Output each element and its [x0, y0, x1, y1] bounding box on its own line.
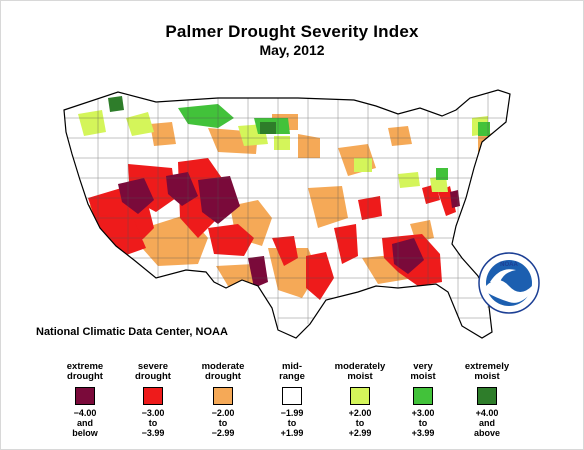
legend-item-moderate-drought: moderate drought −2.00 to −2.99: [183, 361, 263, 439]
legend-swatch: [350, 387, 370, 405]
noaa-logo: NOAA: [478, 252, 540, 314]
legend-swatch: [213, 387, 233, 405]
legend-swatch: [413, 387, 433, 405]
legend-range: −4.00 and below: [72, 408, 98, 438]
data-source-credit: National Climatic Data Center, NOAA: [36, 326, 228, 338]
legend-label: moderately moist: [334, 361, 386, 382]
legend-swatch: [75, 387, 95, 405]
legend-label: very moist: [410, 361, 436, 382]
legend-label: moderate drought: [201, 361, 245, 382]
legend-item-moderately-moist: moderately moist +2.00 to +2.99: [320, 361, 400, 439]
legend-item-very-moist: very moist +3.00 to +3.99: [383, 361, 463, 439]
legend-item-severe-drought: severe drought −3.00 to −3.99: [113, 361, 193, 439]
legend-swatch: [282, 387, 302, 405]
drought-regions: [64, 90, 510, 338]
legend-label: severe drought: [135, 361, 171, 382]
map-title: Palmer Drought Severity Index: [165, 22, 419, 41]
legend-range: +4.00 and above: [473, 408, 500, 438]
svg-text:NOAA: NOAA: [500, 262, 518, 268]
legend-range: −1.99 to +1.99: [280, 408, 304, 438]
legend-swatch: [477, 387, 497, 405]
us-drought-map: [58, 88, 534, 346]
legend-item-extremely-moist: extremely moist +4.00 and above: [447, 361, 527, 439]
legend-label: extreme drought: [66, 361, 104, 382]
legend-range: −3.00 to −3.99: [141, 408, 165, 438]
legend: extreme drought −4.00 and below severe d…: [0, 361, 584, 450]
legend-range: +3.00 to +3.99: [411, 408, 435, 438]
legend-label: mid- range: [279, 361, 305, 382]
legend-item-extreme-drought: extreme drought −4.00 and below: [45, 361, 125, 439]
legend-range: −2.00 to −2.99: [211, 408, 235, 438]
legend-swatch: [143, 387, 163, 405]
legend-item-mid-range: mid- range −1.99 to +1.99: [252, 361, 332, 439]
map-subtitle: May, 2012: [259, 42, 325, 58]
legend-range: +2.00 to +2.99: [348, 408, 372, 438]
legend-label: extremely moist: [464, 361, 510, 382]
